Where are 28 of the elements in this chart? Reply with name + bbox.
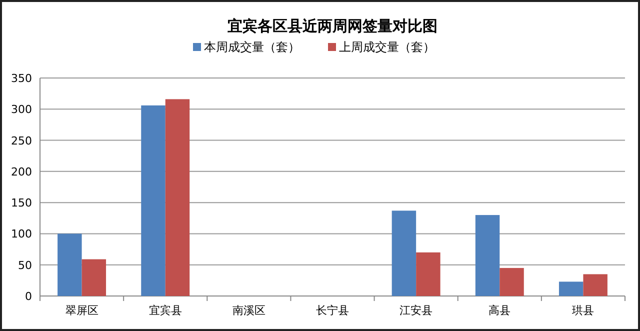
bar xyxy=(475,215,500,296)
x-tick-label: 宜宾县 xyxy=(148,304,182,317)
legend-label: 上周成交量（套） xyxy=(339,40,435,54)
x-tick-label: 珙县 xyxy=(572,304,594,317)
y-tick-label: 300 xyxy=(11,103,32,116)
bar xyxy=(165,99,190,296)
bar xyxy=(82,259,106,296)
y-tick-label: 100 xyxy=(11,228,32,241)
x-tick-label: 高县 xyxy=(488,304,511,317)
y-tick-label: 250 xyxy=(11,134,32,148)
legend-label: 本周成交量（套） xyxy=(204,40,300,54)
x-tick-label: 翠屏区 xyxy=(65,304,98,317)
y-tick-label: 0 xyxy=(25,290,32,303)
bar xyxy=(558,282,584,296)
bar xyxy=(392,210,416,296)
bar xyxy=(583,274,608,296)
y-tick-label: 350 xyxy=(11,72,32,85)
bar xyxy=(500,268,524,296)
chart-title: 宜宾各区县近两周网签量对比图 xyxy=(228,17,438,35)
bar xyxy=(141,105,166,296)
x-tick-label: 长宁县 xyxy=(316,304,349,317)
y-tick-label: 150 xyxy=(11,196,32,210)
y-tick-label: 200 xyxy=(11,165,32,178)
y-tick-label: 50 xyxy=(18,258,32,272)
x-tick-label: 江安县 xyxy=(400,304,433,317)
bar xyxy=(58,234,82,296)
x-tick-label: 南溪区 xyxy=(232,304,266,317)
bar xyxy=(416,252,440,296)
